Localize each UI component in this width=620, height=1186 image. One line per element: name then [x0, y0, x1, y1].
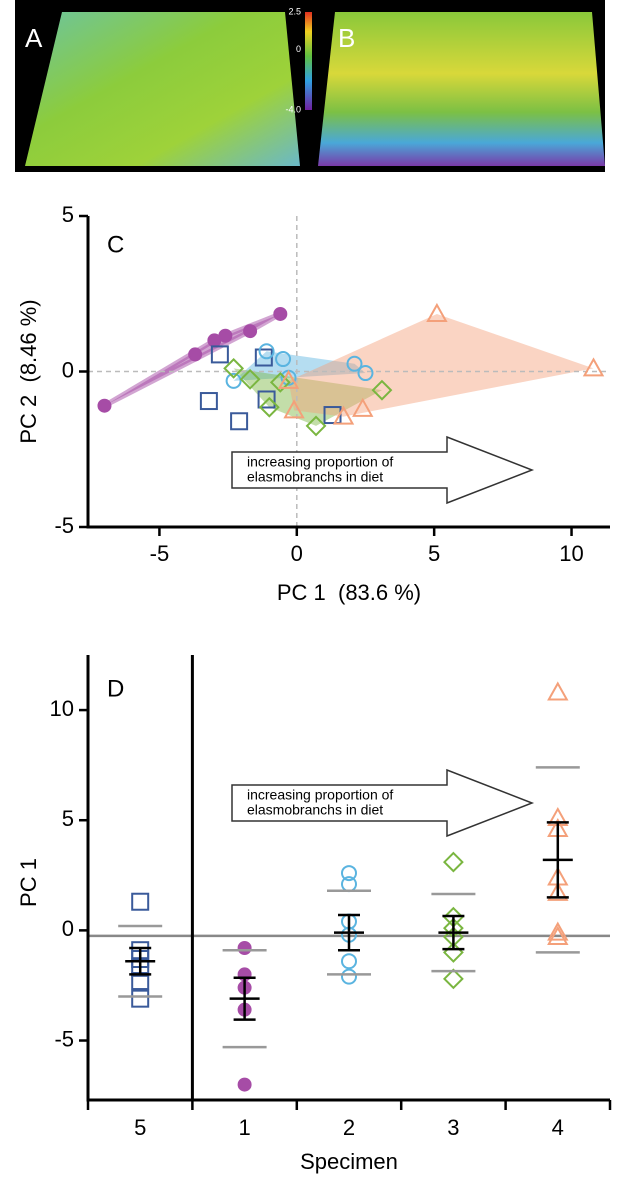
x-tick-label: -5 — [150, 541, 170, 566]
y-tick-label: 10 — [50, 696, 74, 721]
point — [342, 970, 356, 984]
surface-b — [318, 12, 605, 166]
annotation: elasmobranchs in diet — [247, 469, 383, 485]
point — [444, 970, 462, 988]
point — [239, 942, 251, 954]
panel-label: A — [25, 23, 43, 53]
annotation: increasing proportion of — [247, 787, 393, 803]
y-tick-label: 5 — [62, 202, 74, 227]
point — [219, 330, 231, 342]
colorbar-tick-label: 0 — [296, 44, 301, 54]
point — [549, 683, 567, 699]
x-tick-label: 5 — [428, 541, 440, 566]
page: A B 2.50-4.0 increasing proportion ofela… — [0, 0, 620, 1186]
y-tick-label: 0 — [62, 357, 74, 382]
hull — [289, 314, 594, 417]
point — [244, 325, 256, 337]
point — [274, 308, 286, 320]
point — [342, 954, 356, 968]
colorbar — [305, 12, 312, 110]
annotation: elasmobranchs in diet — [247, 802, 383, 818]
y-axis-label: PC 1 — [16, 858, 41, 907]
y-tick-label: 5 — [62, 806, 74, 831]
point — [189, 348, 201, 360]
point — [239, 1079, 251, 1091]
surface-a — [25, 12, 300, 166]
colorbar-tick-label: 2.5 — [288, 6, 301, 16]
x-tick-label: 0 — [291, 541, 303, 566]
x-axis-label: Specimen — [300, 1149, 398, 1174]
y-tick-label: 0 — [62, 916, 74, 941]
x-tick-label: 4 — [552, 1115, 564, 1140]
x-tick-label: 2 — [343, 1115, 355, 1140]
y-axis-label: PC 2 (8.46 %) — [16, 299, 41, 443]
panel-label: C — [107, 231, 124, 258]
point — [132, 894, 148, 910]
panel-label: B — [338, 23, 355, 53]
point — [201, 393, 217, 409]
y-tick-label: -5 — [54, 513, 74, 538]
panel-label: D — [107, 675, 124, 702]
point — [444, 853, 462, 871]
x-tick-label: 10 — [559, 541, 583, 566]
point — [98, 400, 110, 412]
y-tick-label: -5 — [54, 1026, 74, 1051]
annotation: increasing proportion of — [247, 454, 393, 470]
x-tick-label: 3 — [447, 1115, 459, 1140]
point — [231, 413, 247, 429]
figure: A B 2.50-4.0 increasing proportion ofela… — [0, 0, 620, 1181]
colorbar-tick-label: -4.0 — [285, 104, 301, 114]
x-tick-label: 5 — [134, 1115, 146, 1140]
x-axis-label: PC 1 (83.6 %) — [277, 580, 421, 605]
point — [132, 991, 148, 1007]
x-tick-label: 1 — [238, 1115, 250, 1140]
